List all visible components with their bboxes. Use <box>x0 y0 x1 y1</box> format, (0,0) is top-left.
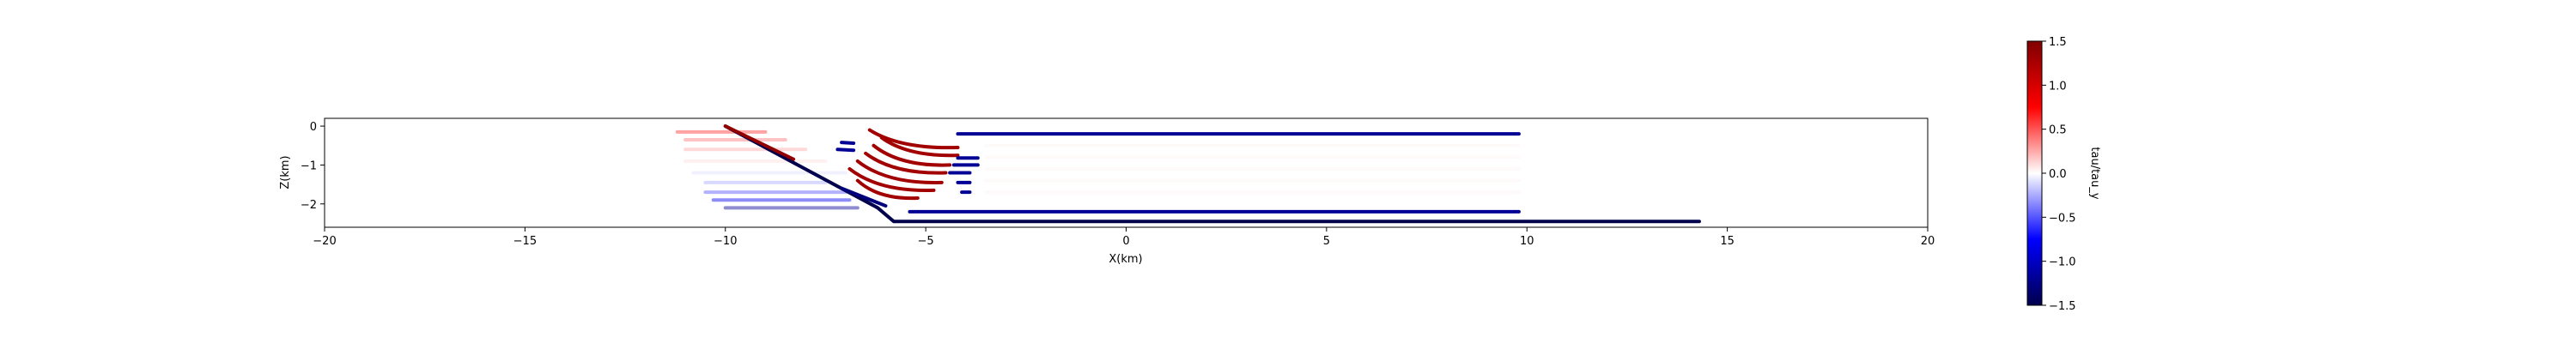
x-tick-label: 20 <box>1921 235 1935 248</box>
x-tick-label: −5 <box>918 235 934 248</box>
y-axis: 0 −1 −2 <box>301 121 325 212</box>
y-tick-label: −1 <box>301 159 317 172</box>
x-axis-label: X(km) <box>1109 253 1142 266</box>
colorbar-tick-label: 0.5 <box>2049 124 2067 137</box>
colorbar-bar <box>2027 41 2042 305</box>
fault-line <box>837 149 854 150</box>
x-tick-label: −10 <box>714 235 737 248</box>
colorbar-tick-label: −0.5 <box>2049 212 2076 225</box>
colorbar-ticks: 1.5 1.0 0.5 0.0 −0.5 −1.0 −1.5 <box>2042 36 2076 313</box>
x-tick-label: 10 <box>1520 235 1534 248</box>
colorbar-tick-label: 1.5 <box>2049 36 2067 49</box>
x-tick-label: 0 <box>1122 235 1129 248</box>
colorbar-tick-label: 0.0 <box>2049 168 2067 181</box>
x-tick-label: 5 <box>1323 235 1330 248</box>
colorbar: 1.5 1.0 0.5 0.0 −0.5 −1.0 −1.5 tau/tau_y <box>2027 36 2101 313</box>
x-axis: −20 −15 −10 −5 0 5 10 15 20 <box>313 227 1935 248</box>
colorbar-tick-label: −1.0 <box>2049 256 2076 269</box>
y-tick-label: −2 <box>301 199 317 212</box>
colorbar-label: tau/tau_y <box>2088 147 2101 199</box>
y-axis-label: Z(km) <box>279 155 292 189</box>
y-tick-label: 0 <box>310 121 317 134</box>
fault-line <box>841 189 885 206</box>
colorbar-tick-label: −1.5 <box>2049 300 2076 313</box>
plot-area <box>325 118 1928 227</box>
x-tick-label: 15 <box>1720 235 1735 248</box>
fault-line <box>841 142 854 143</box>
colorbar-tick-label: 1.0 <box>2049 80 2067 93</box>
x-tick-label: −20 <box>313 235 336 248</box>
x-tick-label: −15 <box>513 235 537 248</box>
fault-line <box>726 126 1699 221</box>
faults-layer <box>726 126 1699 221</box>
